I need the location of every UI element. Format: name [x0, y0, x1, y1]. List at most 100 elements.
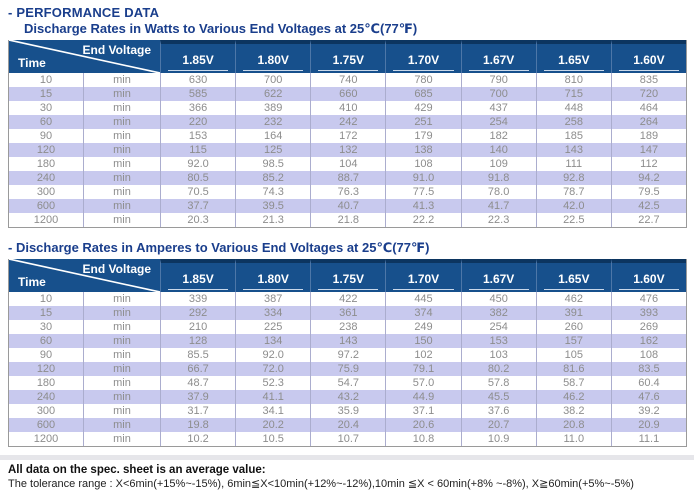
value-cell: 11.1 [610, 432, 686, 446]
value-cell: 685 [385, 87, 461, 101]
value-cell: 85.5 [160, 348, 236, 362]
voltage-column-header: 1.65V [535, 259, 611, 292]
voltage-column-header: 1.85V [160, 259, 236, 292]
time-cell: 10 [9, 292, 83, 306]
value-cell: 66.7 [160, 362, 236, 376]
value-cell: 232 [235, 115, 311, 129]
unit-cell: min [83, 334, 160, 348]
unit-cell: min [83, 348, 160, 362]
value-cell: 37.1 [385, 404, 461, 418]
table-row: 300 min 31.7 34.1 35.9 37.1 37.6 38.2 39.2 [9, 404, 686, 418]
end-voltage-label: End Voltage [82, 262, 151, 276]
value-cell: 108 [610, 348, 686, 362]
value-cell: 264 [610, 115, 686, 129]
value-cell: 39.5 [235, 199, 311, 213]
value-cell: 75.9 [310, 362, 386, 376]
table-row: 60 min 128 134 143 150 153 157 162 [9, 334, 686, 348]
voltage-column-header: 1.65V [535, 40, 611, 73]
value-cell: 476 [610, 292, 686, 306]
time-cell: 30 [9, 320, 83, 334]
value-cell: 128 [160, 334, 236, 348]
table-row: 240 min 37.9 41.1 43.2 44.9 45.5 46.2 47.6 [9, 390, 686, 404]
value-cell: 104 [310, 157, 386, 171]
value-cell: 254 [460, 115, 536, 129]
value-cell: 269 [610, 320, 686, 334]
table-row: 180 min 48.7 52.3 54.7 57.0 57.8 58.7 60.4 [9, 376, 686, 390]
value-cell: 80.5 [160, 171, 236, 185]
value-cell: 45.5 [460, 390, 536, 404]
value-cell: 48.7 [160, 376, 236, 390]
time-cell: 30 [9, 101, 83, 115]
value-cell: 437 [460, 101, 536, 115]
table-row: 10 min 339 387 422 445 450 462 476 [9, 292, 686, 306]
value-cell: 450 [460, 292, 536, 306]
voltage-column-header: 1.70V [385, 40, 461, 73]
value-cell: 108 [385, 157, 461, 171]
watts-table-section: Discharge Rates in Watts to Various End … [0, 21, 694, 228]
watts-table: End Voltage Time 1.85V 1.80V 1.75V 1.70V 1.6… [8, 40, 687, 228]
value-cell: 260 [535, 320, 611, 334]
value-cell: 225 [235, 320, 311, 334]
value-cell: 10.5 [235, 432, 311, 446]
value-cell: 429 [385, 101, 461, 115]
table-row: 90 min 153 164 172 179 182 185 189 [9, 129, 686, 143]
value-cell: 700 [235, 73, 311, 87]
unit-cell: min [83, 129, 160, 143]
value-cell: 22.7 [610, 213, 686, 227]
time-cell: 10 [9, 73, 83, 87]
value-cell: 35.9 [310, 404, 386, 418]
value-cell: 220 [160, 115, 236, 129]
value-cell: 339 [160, 292, 236, 306]
unit-cell: min [83, 362, 160, 376]
value-cell: 585 [160, 87, 236, 101]
value-cell: 22.5 [535, 213, 611, 227]
value-cell: 249 [385, 320, 461, 334]
value-cell: 366 [160, 101, 236, 115]
value-cell: 179 [385, 129, 461, 143]
end-voltage-label: End Voltage [82, 43, 151, 57]
value-cell: 52.3 [235, 376, 311, 390]
value-cell: 790 [460, 73, 536, 87]
value-cell: 391 [535, 306, 611, 320]
value-cell: 43.2 [310, 390, 386, 404]
value-cell: 37.9 [160, 390, 236, 404]
value-cell: 97.2 [310, 348, 386, 362]
time-cell: 1200 [9, 213, 83, 227]
value-cell: 393 [610, 306, 686, 320]
voltage-column-header: 1.67V [460, 40, 536, 73]
value-cell: 115 [160, 143, 236, 157]
value-cell: 46.2 [535, 390, 611, 404]
time-cell: 15 [9, 306, 83, 320]
table-row: 240 min 80.5 85.2 88.7 91.0 91.8 92.8 94.2 [9, 171, 686, 185]
value-cell: 42.0 [535, 199, 611, 213]
value-cell: 21.8 [310, 213, 386, 227]
value-cell: 111 [535, 157, 611, 171]
unit-cell: min [83, 87, 160, 101]
value-cell: 387 [235, 292, 311, 306]
time-label: Time [18, 56, 46, 70]
value-cell: 143 [535, 143, 611, 157]
section-divider [0, 455, 694, 460]
value-cell: 251 [385, 115, 461, 129]
watts-table-title: Discharge Rates in Watts to Various End … [24, 21, 418, 36]
table-row: 15 min 292 334 361 374 382 391 393 [9, 306, 686, 320]
voltage-column-header: 1.70V [385, 259, 461, 292]
amperes-table-header-row: End Voltage Time 1.85V 1.80V 1.75V 1.70V 1.6… [9, 259, 686, 292]
value-cell: 20.8 [535, 418, 611, 432]
value-cell: 41.7 [460, 199, 536, 213]
value-cell: 98.5 [235, 157, 311, 171]
value-cell: 54.7 [310, 376, 386, 390]
value-cell: 57.0 [385, 376, 461, 390]
value-cell: 94.2 [610, 171, 686, 185]
diagonal-header-cell: End Voltage Time [9, 259, 160, 292]
value-cell: 254 [460, 320, 536, 334]
watts-table-header-row: End Voltage Time 1.85V 1.80V 1.75V 1.70V 1.6… [9, 40, 686, 73]
time-cell: 60 [9, 334, 83, 348]
value-cell: 109 [460, 157, 536, 171]
value-cell: 740 [310, 73, 386, 87]
table-row: 15 min 585 622 660 685 700 715 720 [9, 87, 686, 101]
diagonal-header-cell: End Voltage Time [9, 40, 160, 73]
value-cell: 125 [235, 143, 311, 157]
value-cell: 242 [310, 115, 386, 129]
value-cell: 22.2 [385, 213, 461, 227]
